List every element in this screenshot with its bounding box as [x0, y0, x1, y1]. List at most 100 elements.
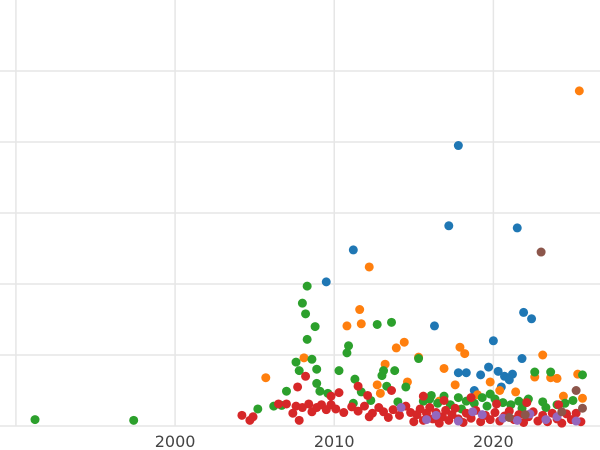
data-point [301, 309, 311, 319]
series-0 [321, 141, 537, 395]
data-point [527, 314, 537, 324]
data-point [541, 403, 551, 413]
data-point [492, 399, 502, 409]
gridlines [0, 0, 600, 427]
data-point [331, 404, 341, 414]
data-point [429, 321, 439, 331]
data-point [291, 357, 301, 367]
data-point [30, 415, 40, 425]
data-point [577, 403, 587, 413]
data-point [261, 373, 271, 383]
data-point [577, 370, 587, 380]
data-point [490, 408, 500, 418]
data-point [415, 404, 425, 414]
data-point [387, 317, 397, 327]
x-axis-tick-labels: 2000 2010 2020 [155, 432, 514, 450]
data-point [387, 386, 397, 395]
data-point [342, 348, 352, 358]
data-point [476, 417, 486, 427]
data-point [520, 410, 530, 420]
data-point [383, 412, 393, 422]
data-point [359, 401, 369, 411]
data-point [504, 406, 514, 416]
data-point [512, 415, 522, 425]
data-point [568, 395, 578, 405]
x-tick-label: 2010 [314, 432, 355, 450]
data-point [350, 374, 360, 384]
data-point [495, 386, 505, 395]
data-point [342, 321, 352, 331]
series-2 [30, 281, 587, 425]
data-point [450, 403, 460, 413]
data-point [302, 281, 312, 291]
data-point [530, 367, 540, 377]
data-point [444, 221, 454, 231]
data-point [476, 370, 486, 380]
data-point [485, 377, 495, 387]
data-point [493, 366, 503, 376]
data-point [517, 354, 527, 364]
x-tick-label: 2020 [473, 432, 514, 450]
data-point [522, 398, 532, 408]
data-point [519, 307, 529, 317]
data-point [484, 362, 494, 372]
data-point [453, 141, 463, 151]
data-point [344, 341, 354, 351]
data-point [129, 415, 139, 425]
data-point [248, 412, 258, 422]
data-point [293, 382, 303, 392]
series-5 [504, 247, 587, 422]
data-point [364, 262, 374, 272]
data-point [367, 408, 377, 418]
data-point [439, 363, 449, 373]
data-point [347, 402, 357, 412]
data-point [461, 368, 471, 378]
data-point [468, 407, 478, 417]
x-tick-label: 2000 [155, 432, 196, 450]
data-point [571, 386, 581, 395]
data-point [288, 408, 298, 418]
data-point [511, 387, 521, 397]
data-point [348, 245, 358, 255]
data-point [297, 298, 307, 308]
data-point [294, 366, 304, 376]
data-point [339, 408, 349, 418]
data-point [482, 401, 492, 411]
data-point [401, 382, 411, 392]
data-point [391, 343, 401, 353]
data-point [541, 415, 551, 425]
data-point [418, 391, 428, 401]
data-point [504, 375, 514, 385]
data-point [477, 410, 487, 420]
data-point [299, 353, 309, 363]
data-point [372, 380, 382, 390]
data-point [466, 393, 476, 403]
data-point [453, 393, 463, 403]
data-point [577, 393, 587, 403]
data-point [363, 390, 373, 400]
data-point [302, 334, 312, 344]
data-point [274, 399, 284, 409]
data-point [356, 319, 366, 329]
data-point [312, 378, 322, 388]
data-point [536, 247, 546, 257]
data-point [294, 415, 304, 425]
data-point [441, 405, 451, 415]
data-point [504, 412, 514, 422]
data-point [281, 386, 291, 396]
data-point [552, 373, 562, 383]
data-point [557, 418, 567, 428]
data-point [237, 410, 247, 420]
data-point [455, 342, 465, 352]
data-point [439, 395, 449, 405]
data-point [304, 399, 314, 409]
data-point [394, 410, 404, 420]
scatter-points [30, 86, 587, 428]
data-point [281, 399, 291, 409]
data-point [558, 391, 568, 401]
data-point [488, 336, 498, 346]
data-point [310, 322, 320, 332]
data-point [312, 364, 322, 374]
data-point [425, 403, 435, 413]
data-point [375, 388, 385, 398]
